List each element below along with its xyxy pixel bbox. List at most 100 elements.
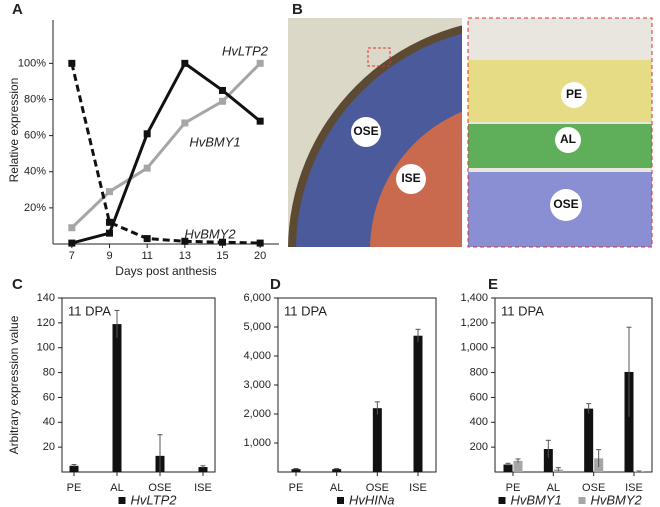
- marker: [181, 59, 189, 67]
- marker: [219, 86, 226, 94]
- x-tick-label: AL: [110, 482, 123, 494]
- y-tick-label: 80: [43, 366, 55, 378]
- image-label: ISE: [401, 171, 420, 185]
- y-tick-label: 1,400: [460, 292, 488, 304]
- marker: [256, 117, 264, 125]
- y-tick-label: 1,000: [243, 437, 271, 449]
- line: [70, 63, 261, 245]
- legend-swatch: [337, 497, 344, 504]
- x-tick-label: 7: [69, 250, 75, 262]
- x-tick-label: ISE: [409, 482, 427, 494]
- marker: [68, 59, 76, 67]
- marker: [181, 119, 189, 127]
- bar: [69, 465, 79, 472]
- series-label: HvLTP2: [222, 43, 269, 58]
- bar: [584, 408, 594, 472]
- x-tick-label: OSE: [366, 482, 389, 494]
- x-tick-label: PE: [506, 482, 521, 494]
- y-tick-label: 600: [470, 391, 488, 403]
- x-tick-label: 11: [141, 250, 152, 262]
- label-bubble: [561, 82, 587, 108]
- plot-frame: [61, 297, 216, 473]
- zoom-box: [367, 47, 391, 67]
- x-tick-label: 13: [179, 250, 191, 262]
- y-axis-title: Relative expression: [7, 78, 21, 183]
- label-bubble: [550, 189, 582, 221]
- y-tick-label: 200: [470, 441, 488, 453]
- marker: [106, 218, 113, 226]
- y-tick-label: 2,000: [243, 408, 271, 420]
- annotation: 11 DPA: [284, 303, 327, 318]
- legend-label: HvLTP2: [131, 492, 178, 507]
- x-tick-label: OSE: [148, 482, 171, 494]
- marker: [106, 229, 113, 237]
- legend-swatch: [578, 497, 586, 504]
- y-tick-label: 60%: [24, 130, 46, 142]
- panel-letter: C: [12, 276, 23, 293]
- annotation: 11 DPA: [501, 303, 544, 318]
- image-label: PE: [566, 87, 582, 101]
- bar: [332, 469, 342, 472]
- legend-label: HvHINa: [349, 492, 395, 507]
- marker: [143, 235, 151, 243]
- x-tick-label: 15: [216, 250, 228, 262]
- marker: [219, 97, 226, 105]
- bar: [413, 335, 423, 472]
- legend-swatch: [498, 497, 506, 504]
- legend-label: HvBMY1: [511, 492, 562, 507]
- bar: [372, 408, 382, 472]
- bar: [503, 464, 513, 472]
- x-tick-label: ISE: [625, 482, 643, 494]
- image-label: AL: [560, 132, 576, 146]
- x-axis-title: Days post anthesis: [115, 264, 216, 278]
- annotation: 11 DPA: [68, 303, 111, 318]
- legend-label: HvBMY2: [591, 492, 643, 507]
- plot-frame: [277, 297, 437, 473]
- micrograph: OSE ISE PE AL OSE: [288, 17, 653, 248]
- series-label: HvBMY1: [189, 134, 240, 149]
- bar: [543, 449, 553, 472]
- plot-frame: [494, 297, 653, 473]
- x-tick-label: PE: [289, 482, 304, 494]
- panel-letter: A: [12, 1, 23, 18]
- y-tick-label: 140: [37, 292, 55, 304]
- x-tick-label: OSE: [582, 482, 605, 494]
- pe-layer: [468, 60, 652, 122]
- y-tick-label: 20: [43, 441, 55, 453]
- bar: [513, 460, 523, 472]
- panel-letter: D: [270, 276, 281, 293]
- x-tick-label: 9: [106, 250, 112, 262]
- panel-letter: E: [488, 276, 498, 293]
- y-axis-title: Arbitrary expression value: [7, 315, 21, 454]
- y-tick-label: 120: [37, 317, 55, 329]
- y-tick-label: 1,200: [460, 317, 488, 329]
- marker: [256, 239, 264, 247]
- series-label: HvBMY2: [184, 226, 236, 241]
- marker: [106, 188, 113, 196]
- x-tick-label: PE: [67, 482, 82, 494]
- marker: [256, 59, 264, 67]
- y-tick-label: 1,000: [460, 342, 488, 354]
- label-bubble: [396, 164, 426, 194]
- line: [71, 61, 262, 245]
- bar: [291, 469, 301, 472]
- x-tick-label: 20: [254, 250, 266, 262]
- inset-frame: [467, 17, 653, 248]
- bar: [624, 371, 634, 472]
- label-bubble: [351, 117, 381, 147]
- y-tick-label: 80%: [24, 93, 46, 105]
- x-tick-label: ISE: [194, 482, 212, 494]
- y-tick-label: 400: [470, 416, 488, 428]
- panel-letter: B: [292, 1, 303, 18]
- y-tick-label: 40%: [24, 166, 46, 178]
- bar: [198, 467, 208, 472]
- y-tick-label: 40: [43, 416, 55, 428]
- image-label: OSE: [353, 124, 378, 138]
- y-tick-label: 20%: [24, 202, 46, 214]
- y-tick-label: 4,000: [243, 350, 271, 362]
- y-tick-label: 100: [37, 342, 55, 354]
- marker: [181, 237, 189, 245]
- marker: [219, 238, 226, 246]
- marker: [143, 164, 151, 172]
